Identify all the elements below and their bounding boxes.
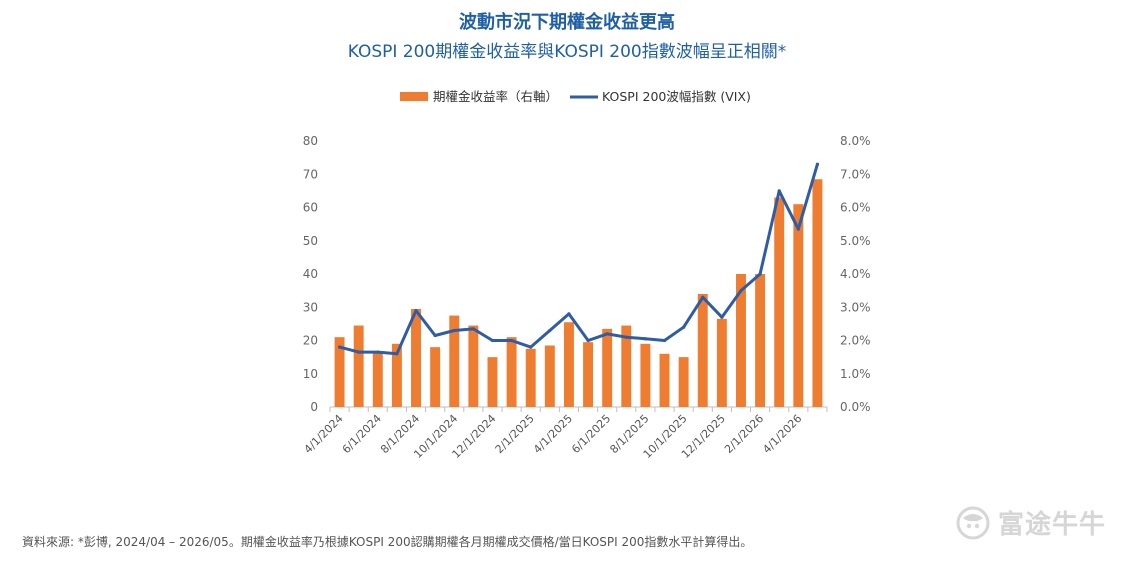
premium-yield-bar bbox=[659, 353, 670, 407]
vix-point bbox=[490, 338, 495, 343]
y-left-tick-label: 0 bbox=[310, 400, 318, 414]
y-right-tick-label: 2.0% bbox=[840, 334, 871, 348]
premium-yield-bar bbox=[525, 348, 536, 407]
premium-yield-bar bbox=[678, 357, 689, 407]
vix-point bbox=[815, 162, 820, 166]
vix-point bbox=[414, 308, 418, 313]
x-tick-label: 6/1/2024 bbox=[340, 412, 384, 456]
y-left-tick-label: 50 bbox=[303, 234, 318, 248]
premium-yield-bar bbox=[755, 274, 766, 407]
x-tick-label: 6/1/2025 bbox=[569, 412, 613, 456]
premium-yield-bar bbox=[583, 342, 594, 407]
premium-yield-bar bbox=[736, 274, 746, 407]
vix-point bbox=[624, 335, 628, 339]
y-left-tick-label: 60 bbox=[303, 201, 318, 215]
premium-yield-bar bbox=[487, 357, 498, 407]
y-right-tick-label: 8.0% bbox=[840, 134, 871, 148]
watermark-text: 富途牛牛 bbox=[998, 510, 1107, 540]
vix-point bbox=[643, 337, 648, 341]
chart-title: 波動市況下期權金收益更高 bbox=[459, 12, 675, 33]
premium-yield-bar bbox=[430, 347, 441, 407]
vix-point bbox=[509, 338, 514, 343]
premium-yield-bar bbox=[372, 352, 383, 407]
source-note: 資料來源: *彭博, 2024/04 – 2026/05。期權金收益率乃根據KO… bbox=[22, 535, 753, 549]
x-tick-label: 4/1/2025 bbox=[531, 412, 575, 456]
chart-axes: 0 10 20 30 40 50 60 70 80 0.0% 1.0% 2.0% 3.0% 4.0% 5.0… bbox=[302, 134, 871, 461]
premium-yield-bar bbox=[621, 325, 632, 407]
vix-point bbox=[452, 328, 456, 333]
x-tick-label: 2/1/2026 bbox=[722, 412, 766, 456]
premium-yield-bar bbox=[411, 308, 421, 407]
vix-point bbox=[395, 352, 399, 356]
chart-legend: 期權金收益率（右軸） KOSPI 200波幅指數 (VIX) bbox=[400, 89, 751, 104]
premium-yield-bar bbox=[506, 337, 517, 407]
bull-logo-icon bbox=[956, 506, 990, 539]
chart-subtitle: KOSPI 200期權金收益率與KOSPI 200指數波幅呈正相關* bbox=[347, 42, 787, 62]
vix-point bbox=[529, 345, 533, 349]
legend-line-label: KOSPI 200波幅指數 (VIX) bbox=[602, 89, 751, 104]
premium-yield-bar bbox=[774, 197, 785, 407]
vix-point bbox=[662, 338, 667, 343]
y-right-tick-label: 7.0% bbox=[840, 167, 871, 181]
vix-point bbox=[796, 227, 800, 231]
vix-point bbox=[433, 333, 437, 338]
y-left-tick-label: 70 bbox=[303, 167, 318, 181]
vix-line bbox=[338, 162, 819, 356]
vix-point bbox=[701, 295, 705, 299]
watermark: 富途牛牛 bbox=[954, 504, 1106, 541]
premium-yield-bar bbox=[391, 343, 402, 407]
chart-canvas: 期權金收益率（右軸） KOSPI 200波幅指數 (VIX) 0 10 20 30 40… bbox=[302, 89, 871, 461]
premium-yield-bar bbox=[697, 293, 708, 407]
line-series bbox=[337, 162, 820, 356]
premium-yield-bar bbox=[353, 325, 364, 407]
premium-yield-bar bbox=[812, 179, 823, 407]
vix-point bbox=[376, 350, 380, 354]
x-tick-label: 4/1/2026 bbox=[760, 412, 804, 456]
premium-yield-bar bbox=[793, 204, 804, 407]
vix-point bbox=[548, 328, 552, 333]
vix-point bbox=[586, 338, 590, 343]
vix-point bbox=[357, 350, 361, 354]
vix-point bbox=[605, 332, 609, 336]
y-right-tick-label: 5.0% bbox=[840, 234, 871, 248]
vix-point bbox=[337, 345, 342, 349]
legend-bar-label: 期權金收益率（右軸） bbox=[433, 89, 558, 104]
premium-yield-bar bbox=[449, 315, 460, 407]
vix-point bbox=[777, 189, 781, 193]
y-right-tick-label: 6.0% bbox=[840, 201, 871, 215]
vix-point bbox=[720, 315, 724, 319]
vix-point bbox=[471, 327, 475, 331]
x-tick-label: 2/1/2025 bbox=[493, 412, 537, 456]
vix-point bbox=[682, 325, 686, 329]
bar-series bbox=[334, 179, 823, 407]
vix-point bbox=[739, 289, 743, 293]
y-left-tick-label: 10 bbox=[303, 367, 318, 381]
y-right-tick-label: 0.0% bbox=[840, 400, 871, 414]
y-left-tick-label: 20 bbox=[303, 334, 318, 348]
premium-yield-bar bbox=[602, 328, 613, 407]
premium-yield-bar bbox=[334, 337, 345, 407]
y-right-tick-label: 1.0% bbox=[840, 367, 871, 381]
premium-yield-bar bbox=[468, 325, 479, 407]
vix-point bbox=[758, 272, 762, 276]
premium-yield-bar bbox=[716, 318, 727, 407]
premium-yield-bar bbox=[544, 345, 555, 407]
x-tick-label: 4/1/2024 bbox=[302, 412, 346, 456]
y-left-tick-label: 30 bbox=[303, 300, 318, 314]
y-right-tick-label: 3.0% bbox=[840, 300, 871, 314]
premium-yield-bar bbox=[563, 322, 574, 407]
premium-yield-bar bbox=[640, 343, 651, 407]
vix-point bbox=[567, 312, 571, 316]
y-right-tick-label: 4.0% bbox=[840, 267, 871, 281]
y-left-tick-label: 40 bbox=[303, 267, 318, 281]
y-left-tick-label: 80 bbox=[303, 134, 318, 148]
legend-bar-swatch bbox=[400, 92, 428, 101]
